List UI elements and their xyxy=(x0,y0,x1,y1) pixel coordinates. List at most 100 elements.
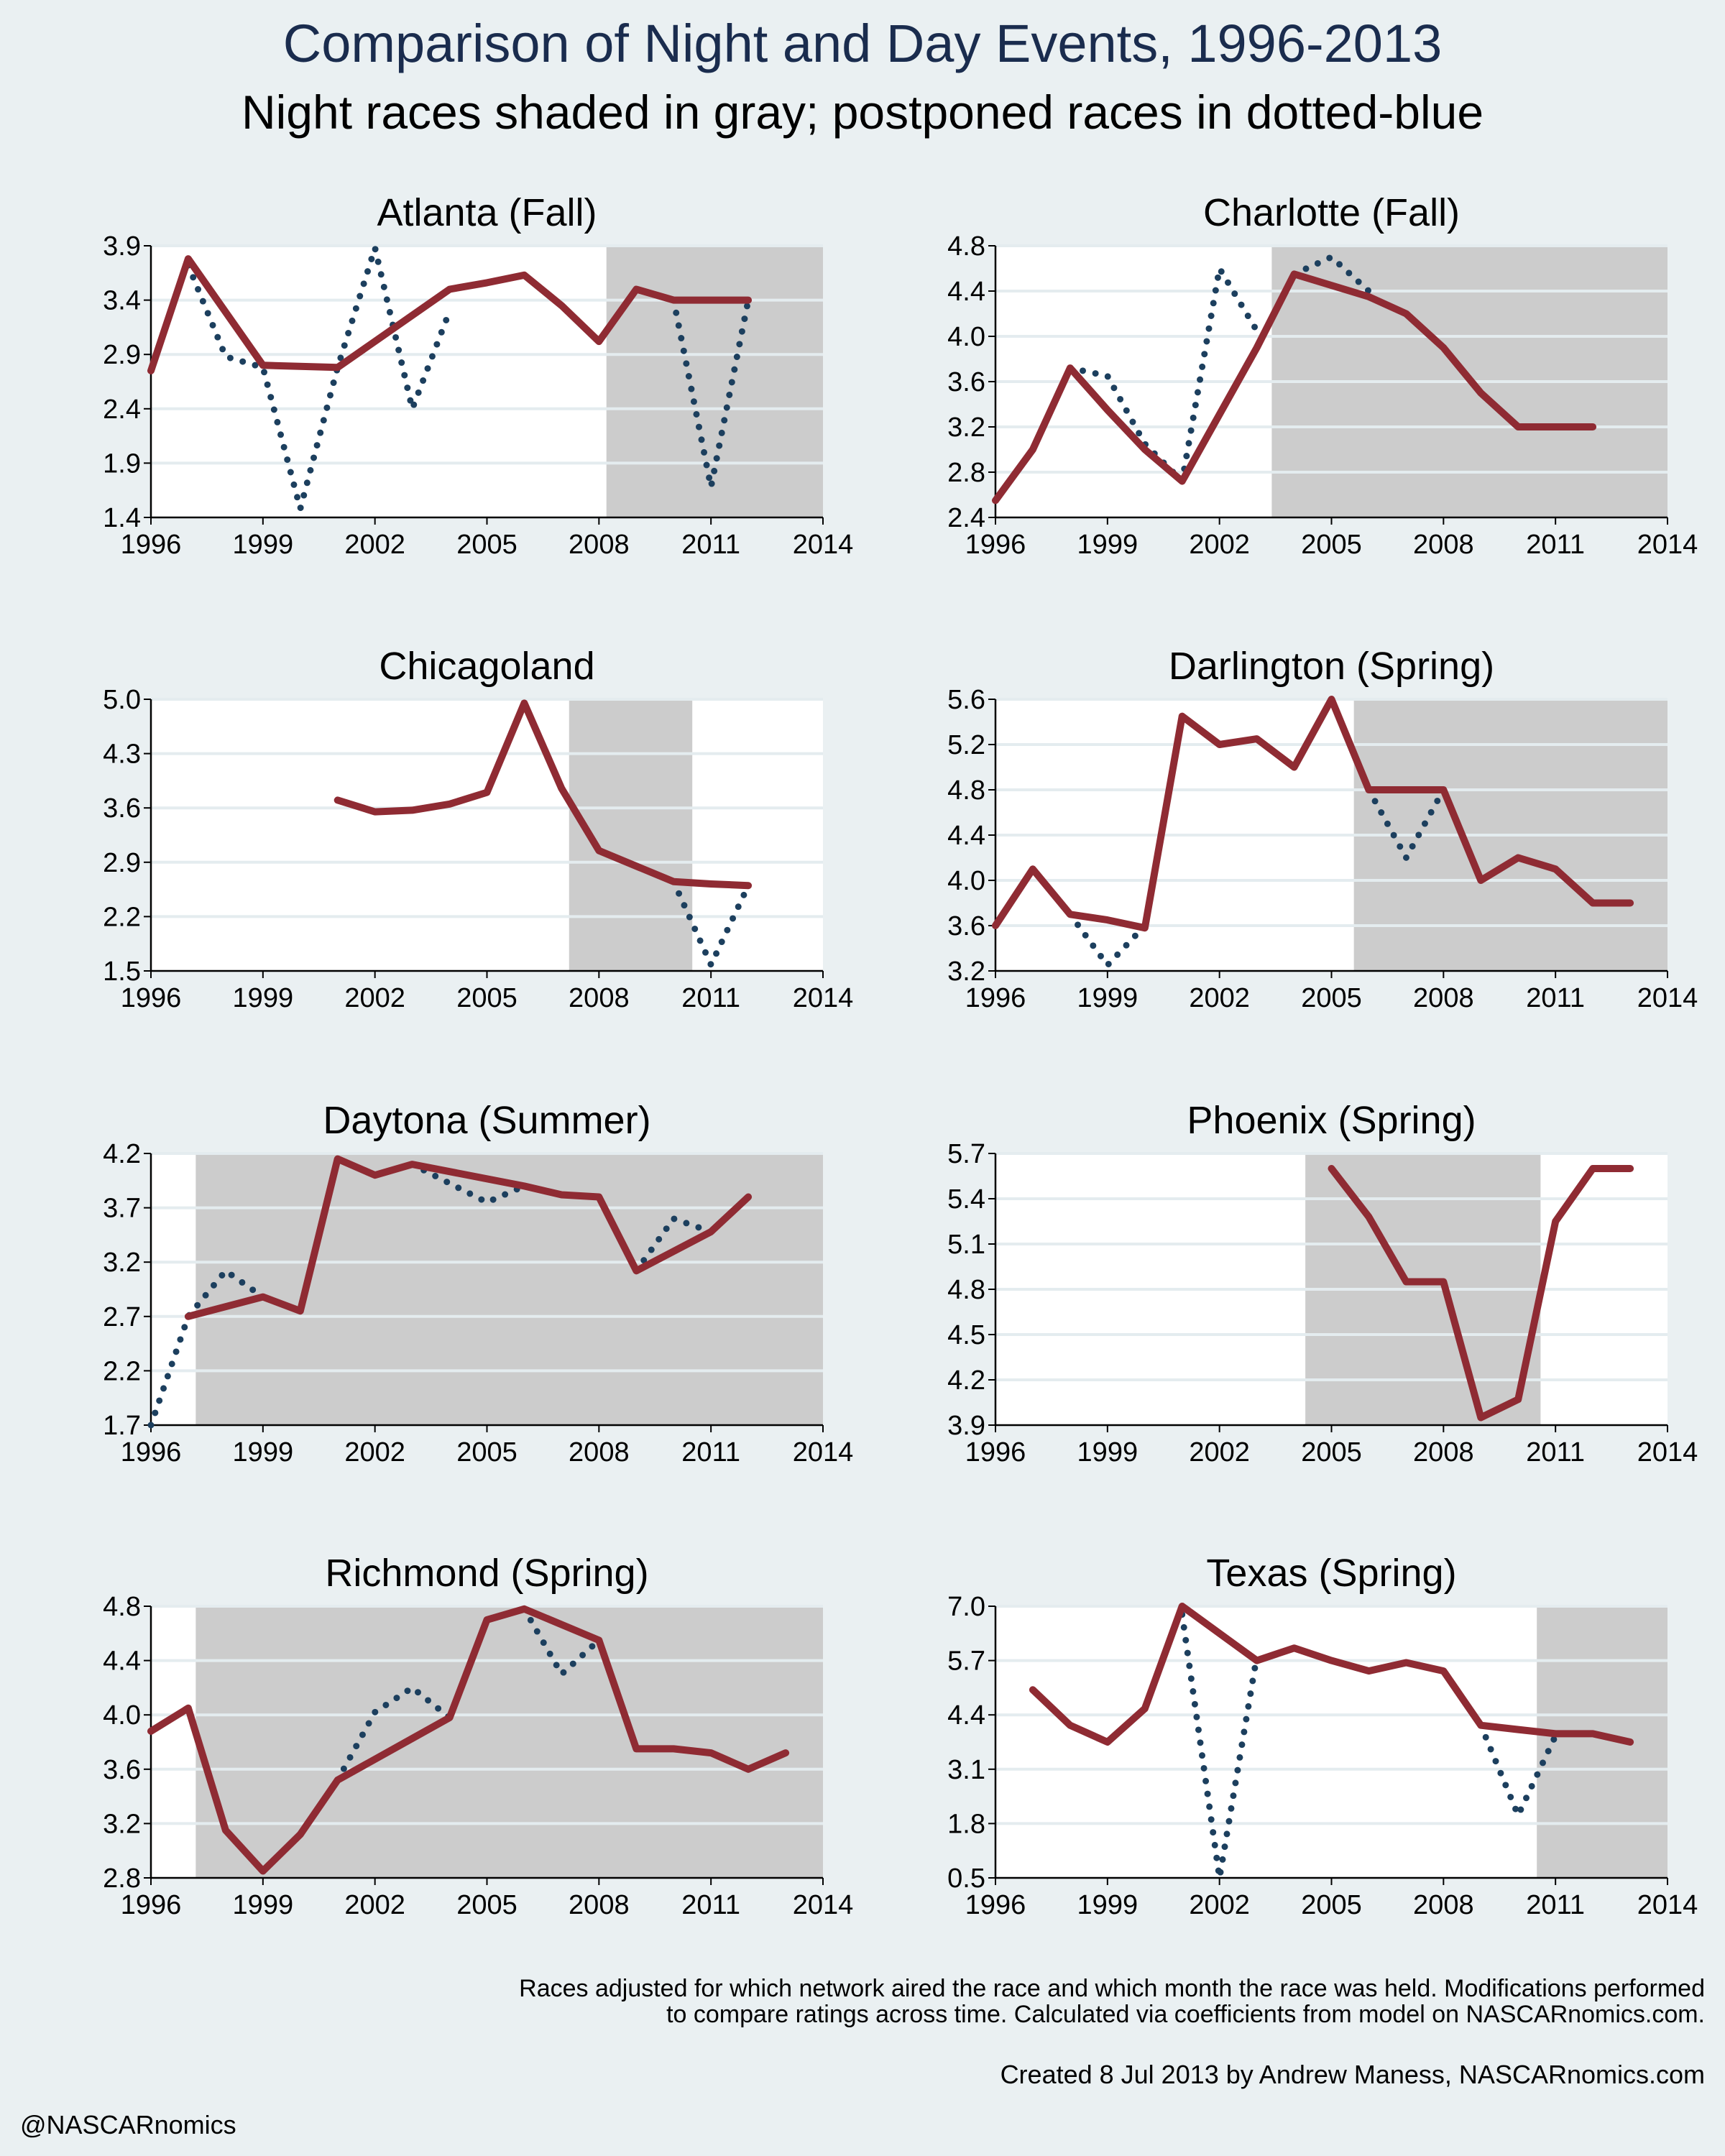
y-tick-label: 4.3 xyxy=(103,740,141,770)
chart-daytona-summer: 1.7 2.2 2.7 3.2 3.7 4.2 1996 1999 2002 2005 2008 20… xyxy=(103,1099,853,1468)
x-tick-label: 2008 xyxy=(569,530,630,560)
y-tick-label: 3.7 xyxy=(103,1194,141,1224)
credit-line: Created 8 Jul 2013 by Andrew Maness, NAS… xyxy=(1000,2060,1705,2089)
chart-texas-spring: 0.5 1.8 3.1 4.4 5.7 7.0 1996 1999 2002 2005 2008 20… xyxy=(947,1552,1698,1920)
series-line-postponed xyxy=(1365,786,1447,861)
y-tick-label: 1.9 xyxy=(103,448,141,479)
x-tick-label: 2005 xyxy=(456,1437,518,1468)
x-tick-label: 2011 xyxy=(1526,983,1585,1013)
x-tick-label: 2002 xyxy=(344,530,405,560)
x-tick-label: 1999 xyxy=(233,983,294,1013)
y-tick-label: 2.4 xyxy=(103,395,141,425)
y-tick-label: 4.5 xyxy=(947,1320,985,1350)
y-tick-label: 2.4 xyxy=(947,503,985,533)
y-tick-label: 3.2 xyxy=(103,1248,141,1278)
x-tick-label: 2011 xyxy=(1526,1890,1585,1920)
x-tick-label: 2008 xyxy=(1413,530,1474,560)
chart-title: Texas (Spring) xyxy=(1206,1552,1456,1595)
y-tick-label: 1.7 xyxy=(103,1411,141,1441)
y-tick-label: 5.4 xyxy=(947,1184,985,1215)
chart-chicagoland: 1.5 2.2 2.9 3.6 4.3 5.0 1996 1999 2002 2005 2008 20… xyxy=(103,645,853,1013)
chart-charlotte-fall: 2.4 2.8 3.2 3.6 4.0 4.4 4.8 1996 1999 2002 2005 200… xyxy=(947,191,1698,560)
y-tick-label: 2.2 xyxy=(103,1356,141,1386)
x-tick-label: 2014 xyxy=(793,1890,854,1920)
footnote-line-2: to compare ratings across time. Calculat… xyxy=(666,2001,1705,2028)
y-tick-label: 3.2 xyxy=(103,1809,141,1839)
y-tick-label: 7.0 xyxy=(947,1592,985,1622)
chart-darlington-spring: 3.2 3.6 4.0 4.4 4.8 5.2 5.6 1996 1999 2002 2005 200… xyxy=(947,645,1698,1013)
x-tick-label: 2011 xyxy=(681,1437,740,1468)
night-race-shade xyxy=(1537,1606,1668,1878)
y-tick-label: 5.6 xyxy=(947,685,985,715)
x-tick-label: 2014 xyxy=(1637,1890,1698,1920)
y-tick-label: 3.1 xyxy=(947,1755,985,1785)
series-line-adjusted xyxy=(1029,1603,1634,1746)
x-tick-label: 2002 xyxy=(1189,1437,1250,1468)
x-tick-label: 1996 xyxy=(121,1890,182,1920)
x-tick-label: 1999 xyxy=(233,1890,294,1920)
x-tick-label: 1999 xyxy=(233,530,294,560)
x-tick-label: 1996 xyxy=(965,983,1026,1013)
y-tick-label: 4.0 xyxy=(103,1700,141,1731)
series-line-postponed xyxy=(185,244,454,512)
x-tick-label: 2008 xyxy=(569,1890,630,1920)
x-tick-label: 1996 xyxy=(121,983,182,1013)
y-tick-label: 1.4 xyxy=(103,503,141,533)
series-line-postponed xyxy=(334,1684,454,1784)
x-tick-label: 1996 xyxy=(121,1437,182,1468)
y-tick-label: 5.2 xyxy=(947,730,985,760)
y-tick-label: 4.0 xyxy=(947,322,985,352)
x-tick-label: 2008 xyxy=(569,983,630,1013)
x-tick-label: 1996 xyxy=(965,1437,1026,1468)
chart-title: Richmond (Spring) xyxy=(325,1552,648,1595)
y-tick-label: 4.8 xyxy=(947,775,985,806)
y-tick-label: 5.7 xyxy=(947,1646,985,1677)
y-tick-label: 4.2 xyxy=(103,1139,141,1169)
series-line-postponed xyxy=(409,1161,528,1206)
y-tick-label: 3.9 xyxy=(947,1411,985,1441)
y-tick-label: 2.8 xyxy=(947,458,985,488)
series-line-postponed xyxy=(1477,1722,1559,1819)
y-tick-label: 3.2 xyxy=(947,957,985,987)
y-tick-label: 2.7 xyxy=(103,1302,141,1332)
footnote-line-1: Races adjusted for which network aired t… xyxy=(519,1975,1705,2002)
chart-title: Charlotte (Fall) xyxy=(1203,191,1460,234)
twitter-handle: @NASCARnomics xyxy=(20,2110,236,2139)
series-line-adjusted xyxy=(1328,1165,1634,1422)
x-tick-label: 2014 xyxy=(793,983,854,1013)
y-tick-label: 4.4 xyxy=(947,821,985,851)
chart-title: Darlington (Spring) xyxy=(1169,645,1494,688)
y-tick-label: 3.6 xyxy=(103,793,141,824)
y-tick-label: 4.8 xyxy=(947,231,985,262)
x-tick-label: 1996 xyxy=(965,530,1026,560)
x-tick-label: 2011 xyxy=(681,1890,740,1920)
series-line-adjusted xyxy=(334,699,753,890)
y-tick-label: 3.6 xyxy=(103,1755,141,1785)
x-tick-label: 1999 xyxy=(1077,983,1138,1013)
x-tick-label: 1999 xyxy=(1077,530,1138,560)
x-tick-label: 1999 xyxy=(233,1437,294,1468)
y-tick-label: 2.9 xyxy=(103,340,141,370)
page-subtitle: Night races shaded in gray; postponed ra… xyxy=(241,86,1484,139)
series-line-postponed xyxy=(670,297,752,491)
chart-title: Daytona (Summer) xyxy=(323,1099,650,1142)
plot-area xyxy=(151,699,823,971)
series-line-adjusted xyxy=(992,270,1597,505)
y-tick-label: 2.9 xyxy=(103,848,141,878)
chart-title: Chicagoland xyxy=(379,645,594,688)
x-tick-label: 2005 xyxy=(1301,530,1362,560)
y-tick-label: 3.2 xyxy=(947,413,985,443)
x-tick-label: 2011 xyxy=(681,530,740,560)
y-tick-label: 2.8 xyxy=(103,1864,141,1894)
x-tick-label: 2011 xyxy=(1526,1437,1585,1468)
x-tick-label: 2011 xyxy=(681,983,740,1013)
x-tick-label: 1996 xyxy=(121,530,182,560)
x-tick-label: 2002 xyxy=(344,1437,405,1468)
night-race-shade xyxy=(196,1153,823,1425)
x-tick-label: 1999 xyxy=(1077,1890,1138,1920)
chart-richmond-spring: 2.8 3.2 3.6 4.0 4.4 4.8 1996 1999 2002 2005 2008 20… xyxy=(103,1552,853,1920)
x-tick-label: 2014 xyxy=(793,1437,854,1468)
y-tick-label: 1.5 xyxy=(103,957,141,987)
night-race-shade xyxy=(196,1606,823,1878)
